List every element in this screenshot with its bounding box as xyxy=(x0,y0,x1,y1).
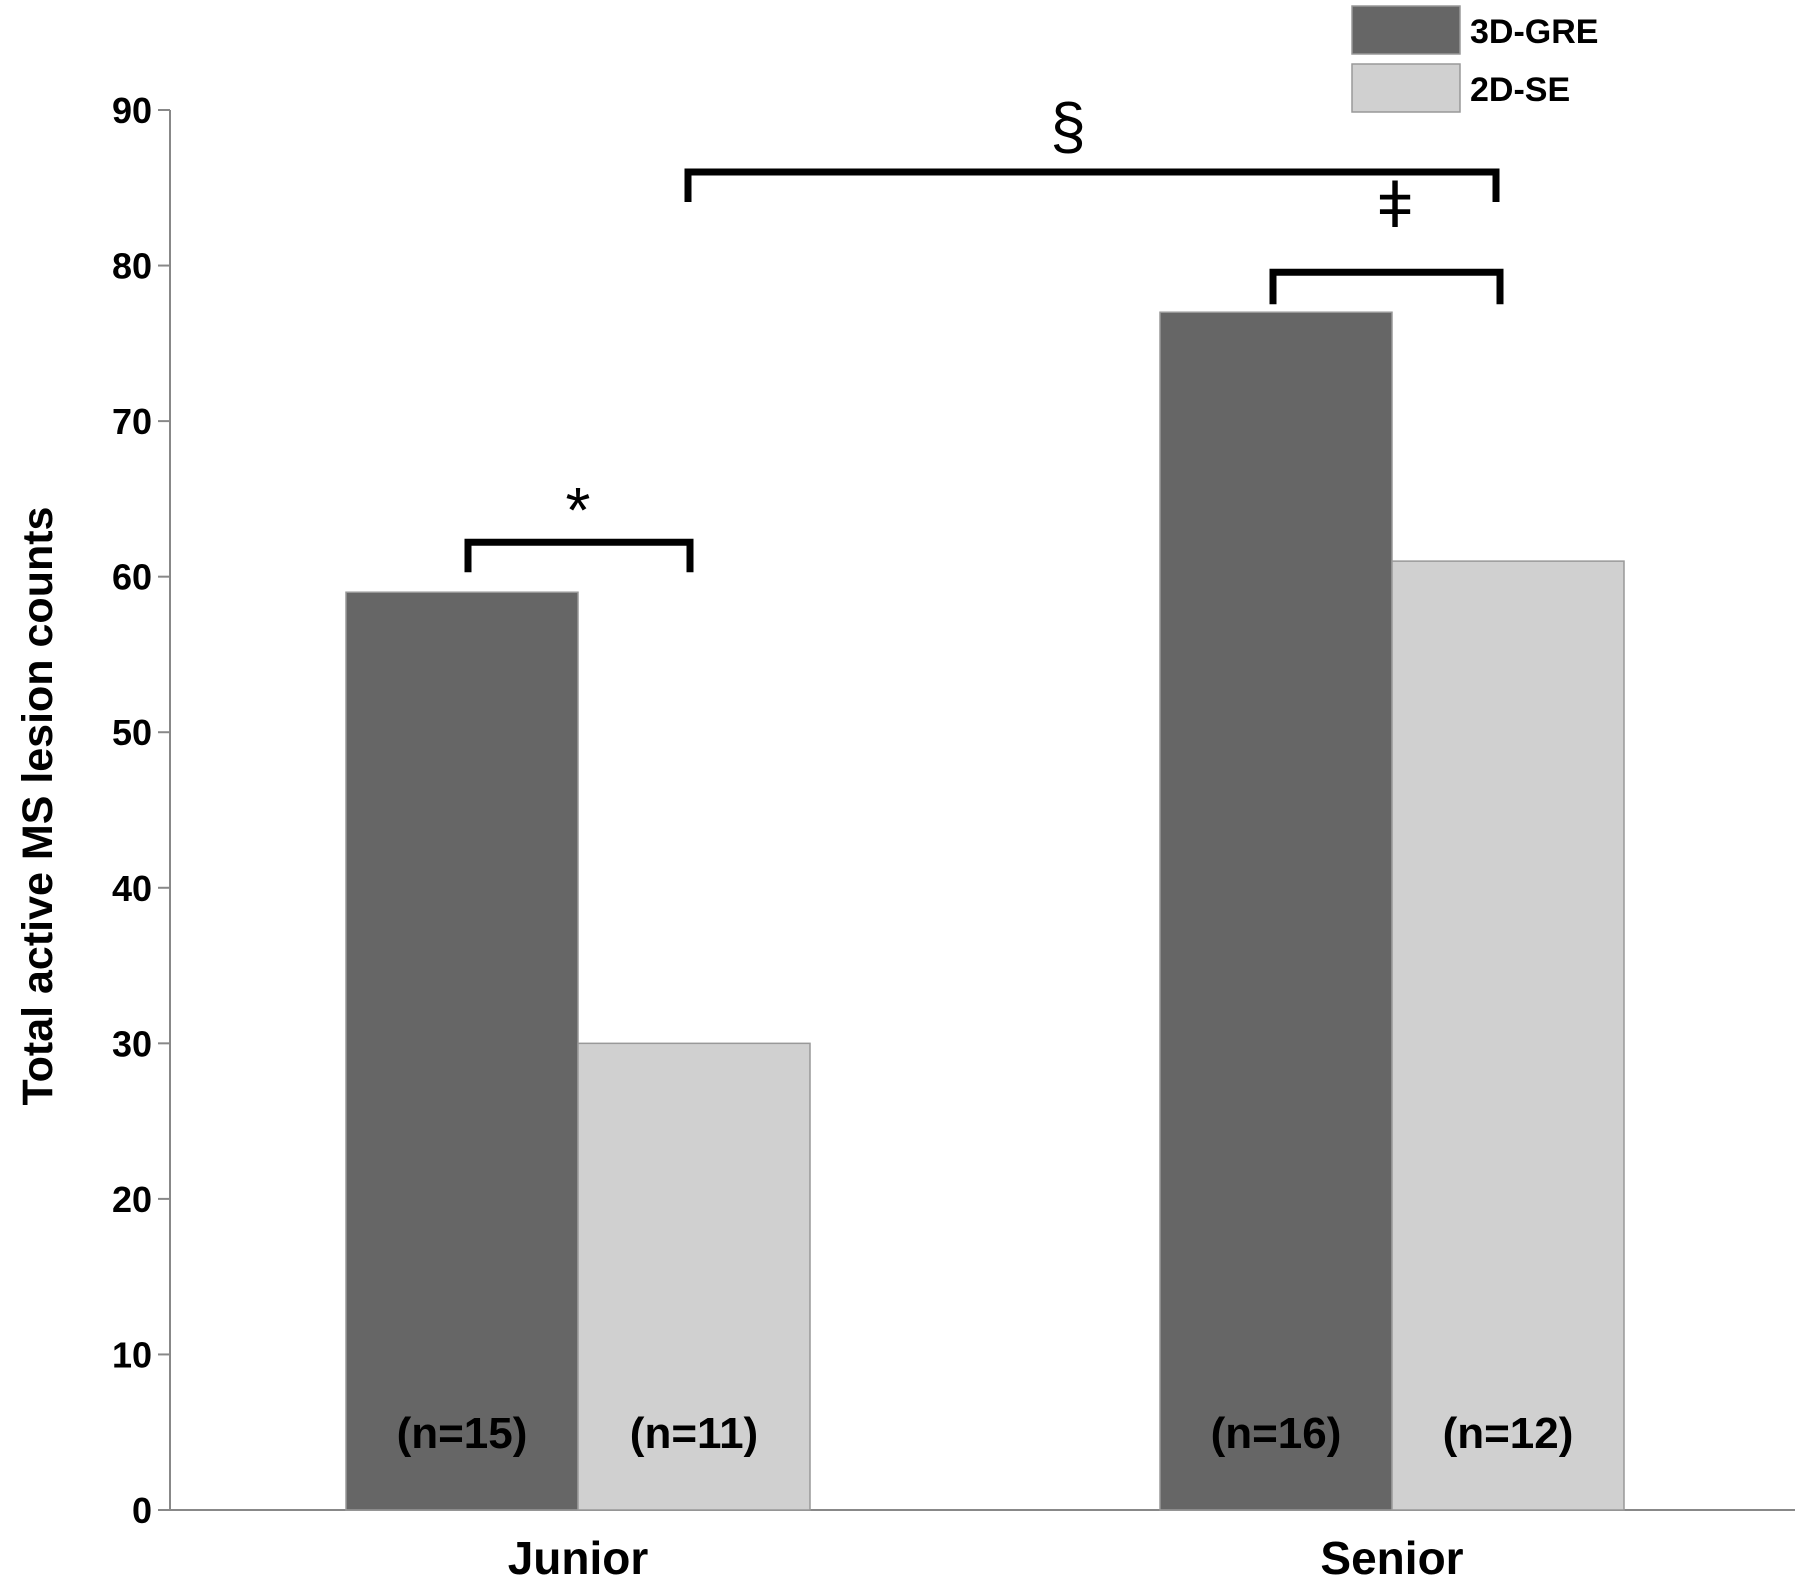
x-category-label: Junior xyxy=(508,1532,649,1582)
significance-symbol: ǂ xyxy=(1376,169,1413,241)
significance-annotations: * ǂ § xyxy=(464,90,1504,573)
bars xyxy=(345,311,1625,1511)
bar-n-label: (n=15) xyxy=(397,1409,528,1458)
legend-swatch xyxy=(1351,5,1461,55)
y-tick-label: 80 xyxy=(112,246,152,287)
significance-bracket xyxy=(684,168,1500,202)
y-tick-label: 40 xyxy=(112,868,152,909)
significance-symbol: * xyxy=(566,474,591,546)
y-tick-label: 30 xyxy=(112,1023,152,1064)
x-category-label: Senior xyxy=(1320,1532,1463,1582)
bar xyxy=(345,591,579,1511)
bar-n-label: (n=11) xyxy=(630,1409,758,1458)
y-tick-label: 70 xyxy=(112,401,152,442)
legend-label: 3D-GRE xyxy=(1470,13,1598,51)
bar xyxy=(577,1042,811,1511)
y-tick-label: 0 xyxy=(132,1490,152,1531)
bar xyxy=(1391,560,1625,1511)
bar-labels: (n=15) (n=11) (n=16) (n=12) xyxy=(397,1409,1574,1458)
significance-bracket xyxy=(464,538,694,573)
y-tick-label: 60 xyxy=(112,557,152,598)
y-tick-label: 10 xyxy=(112,1334,152,1375)
y-axis-label: Total active MS lesion counts xyxy=(14,507,62,1106)
legend-label: 2D-SE xyxy=(1470,71,1570,109)
y-tick-label: 50 xyxy=(112,712,152,753)
y-tick-label: 20 xyxy=(112,1179,152,1220)
bar-n-label: (n=16) xyxy=(1211,1409,1342,1458)
legend: 3D-GRE 2D-SE xyxy=(1351,5,1598,113)
bar-n-label: (n=12) xyxy=(1443,1409,1574,1458)
bar xyxy=(1159,311,1393,1511)
significance-symbol: § xyxy=(1050,90,1086,162)
axes: 0 10 20 30 40 50 60 70 80 90 Junior Senior xyxy=(112,90,1795,1582)
significance-bracket xyxy=(1269,268,1504,305)
y-tick-label: 90 xyxy=(112,90,152,131)
legend-swatch xyxy=(1351,63,1461,113)
